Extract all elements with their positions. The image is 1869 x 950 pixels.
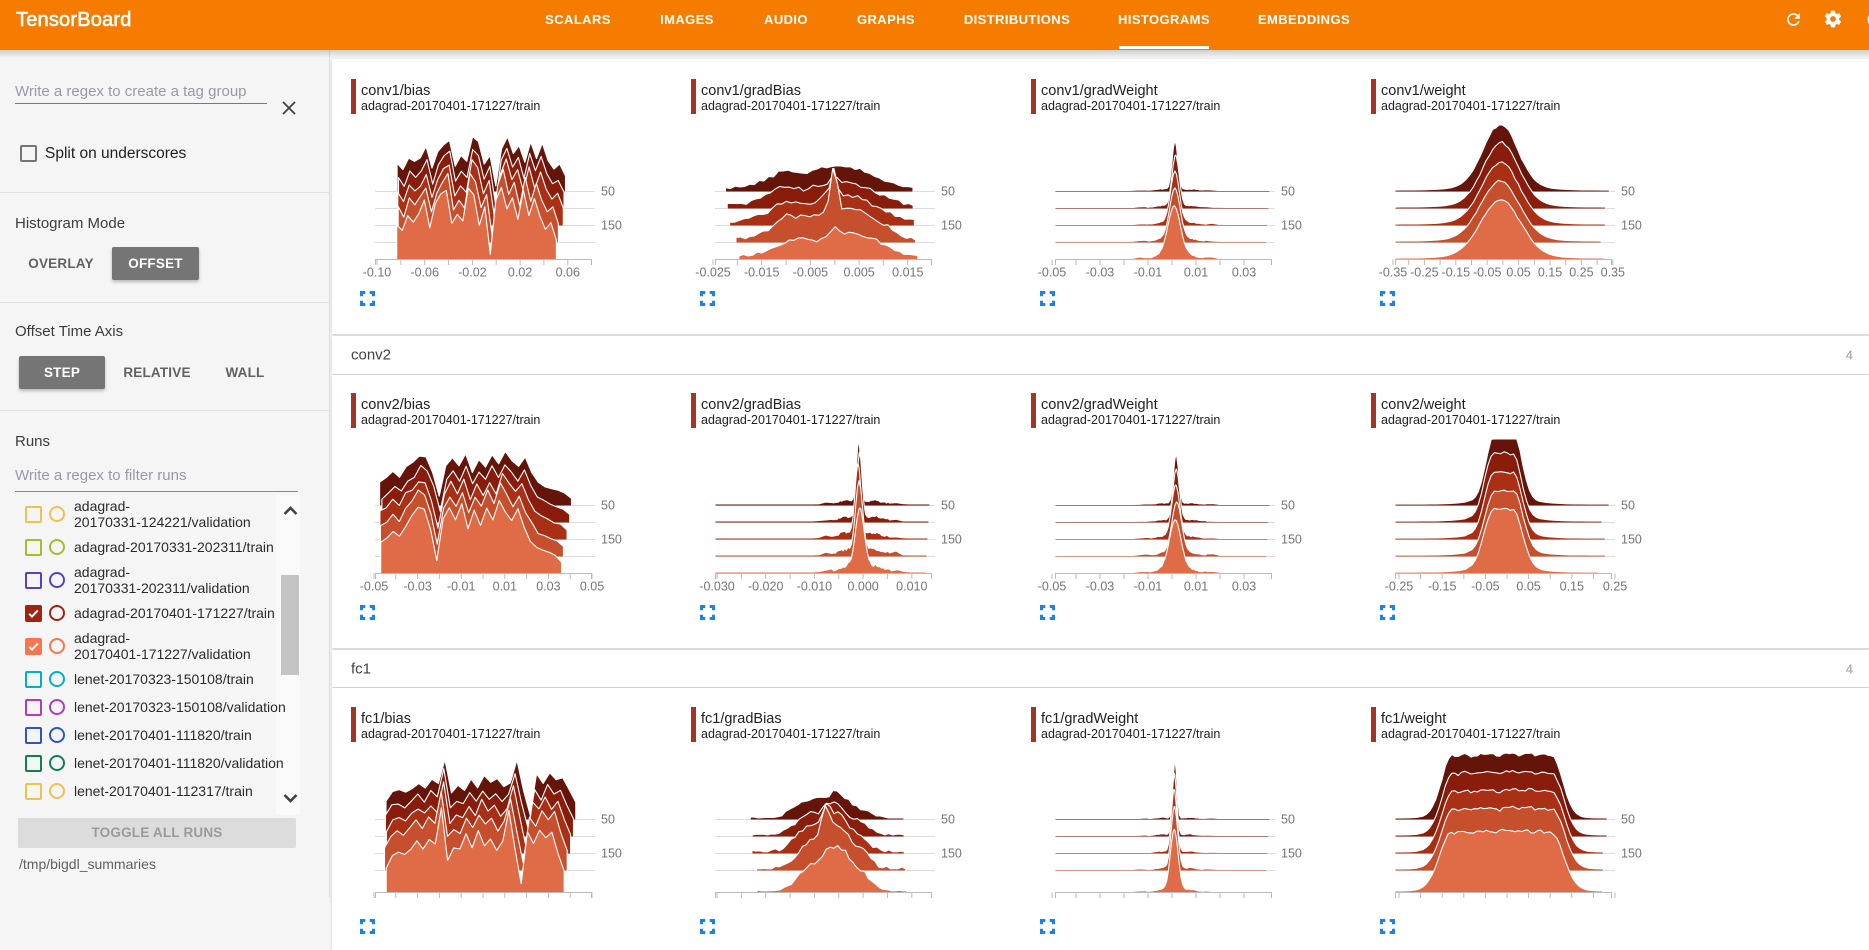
- svg-text:-0.005: -0.005: [793, 266, 828, 280]
- svg-text:50: 50: [1621, 499, 1635, 513]
- svg-text:150: 150: [941, 219, 962, 233]
- svg-text:150: 150: [1281, 219, 1302, 233]
- svg-text:150: 150: [1621, 219, 1642, 233]
- svg-text:-0.025: -0.025: [695, 266, 730, 280]
- svg-text:-0.020: -0.020: [748, 580, 783, 594]
- svg-text:-0.01: -0.01: [1134, 266, 1163, 280]
- svg-text:0.03: 0.03: [536, 580, 560, 594]
- svg-text:-0.01: -0.01: [1134, 580, 1163, 594]
- svg-text:-0.03: -0.03: [403, 580, 432, 594]
- svg-text:-0.03: -0.03: [1086, 580, 1115, 594]
- svg-text:50: 50: [941, 499, 955, 513]
- svg-text:150: 150: [1621, 533, 1642, 547]
- svg-text:0.005: 0.005: [843, 266, 874, 280]
- svg-text:50: 50: [601, 813, 615, 827]
- svg-text:0.03: 0.03: [1232, 580, 1256, 594]
- svg-text:-0.015: -0.015: [744, 266, 779, 280]
- svg-text:0.01: 0.01: [1184, 266, 1208, 280]
- svg-text:-0.03: -0.03: [1086, 266, 1115, 280]
- svg-text:0.015: 0.015: [892, 266, 923, 280]
- svg-text:0.05: 0.05: [1516, 580, 1540, 594]
- svg-text:50: 50: [941, 185, 955, 199]
- svg-text:0.06: 0.06: [556, 266, 580, 280]
- svg-text:-0.15: -0.15: [1428, 580, 1457, 594]
- svg-text:150: 150: [601, 533, 622, 547]
- svg-text:-0.25: -0.25: [1410, 266, 1439, 280]
- svg-text:0.05: 0.05: [580, 580, 604, 594]
- svg-text:0.010: 0.010: [896, 580, 927, 594]
- svg-text:-0.15: -0.15: [1442, 266, 1471, 280]
- svg-text:50: 50: [1621, 813, 1635, 827]
- svg-text:-0.010: -0.010: [797, 580, 832, 594]
- svg-text:0.03: 0.03: [1232, 266, 1256, 280]
- svg-text:50: 50: [1281, 185, 1295, 199]
- svg-text:0.000: 0.000: [847, 580, 878, 594]
- svg-text:-0.05: -0.05: [1038, 266, 1067, 280]
- svg-text:0.25: 0.25: [1603, 580, 1627, 594]
- svg-text:50: 50: [1281, 813, 1295, 827]
- svg-text:50: 50: [601, 185, 615, 199]
- svg-text:0.05: 0.05: [1506, 266, 1530, 280]
- svg-text:-0.05: -0.05: [1038, 580, 1067, 594]
- svg-text:0.15: 0.15: [1560, 580, 1584, 594]
- svg-text:-0.06: -0.06: [410, 266, 439, 280]
- svg-text:0.01: 0.01: [1184, 580, 1208, 594]
- svg-text:0.15: 0.15: [1538, 266, 1562, 280]
- svg-text:-0.01: -0.01: [447, 580, 476, 594]
- svg-text:-0.25: -0.25: [1385, 580, 1414, 594]
- svg-text:150: 150: [601, 847, 622, 861]
- svg-text:50: 50: [941, 813, 955, 827]
- svg-text:-0.030: -0.030: [699, 580, 734, 594]
- svg-text:50: 50: [1621, 185, 1635, 199]
- svg-text:150: 150: [601, 219, 622, 233]
- svg-text:150: 150: [1281, 533, 1302, 547]
- svg-text:50: 50: [1281, 499, 1295, 513]
- svg-text:0.01: 0.01: [493, 580, 517, 594]
- svg-text:0.02: 0.02: [508, 266, 532, 280]
- svg-text:150: 150: [941, 533, 962, 547]
- svg-text:-0.05: -0.05: [1473, 266, 1502, 280]
- svg-text:150: 150: [1281, 847, 1302, 861]
- svg-text:0.35: 0.35: [1601, 266, 1625, 280]
- svg-text:-0.02: -0.02: [458, 266, 487, 280]
- svg-text:0.25: 0.25: [1569, 266, 1593, 280]
- svg-text:-0.05: -0.05: [1471, 580, 1500, 594]
- svg-text:-0.05: -0.05: [360, 580, 389, 594]
- svg-text:50: 50: [601, 499, 615, 513]
- svg-text:-0.10: -0.10: [363, 266, 392, 280]
- svg-text:150: 150: [941, 847, 962, 861]
- svg-text:-0.35: -0.35: [1379, 266, 1408, 280]
- svg-text:150: 150: [1621, 847, 1642, 861]
